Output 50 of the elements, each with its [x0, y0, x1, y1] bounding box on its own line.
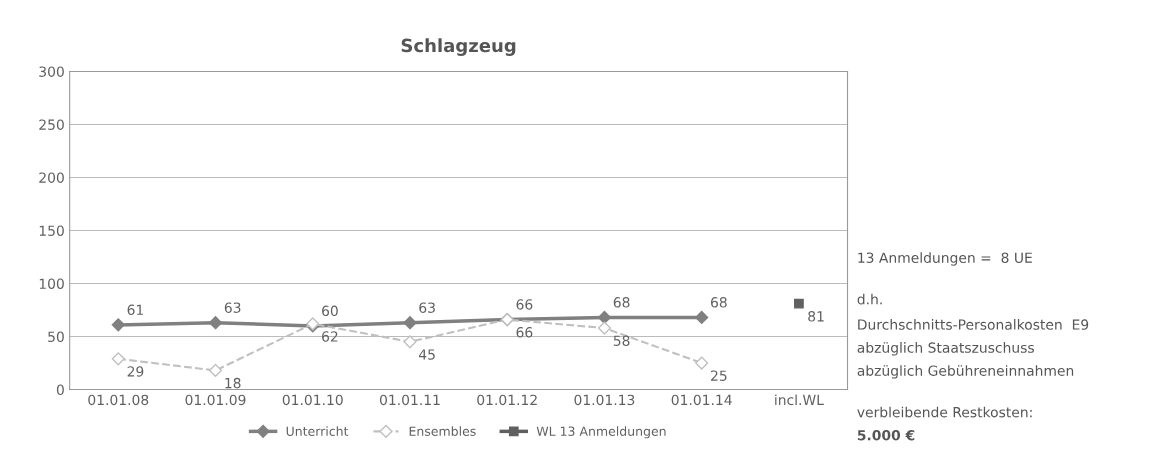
data-label: 63	[224, 302, 241, 313]
data-label: 60	[322, 305, 338, 317]
y-tick-label: 300	[39, 66, 64, 77]
data-label: 61	[127, 304, 143, 316]
data-label: 18	[225, 377, 241, 389]
point	[597, 321, 612, 335]
y-tick-label: 50	[48, 331, 64, 342]
point	[695, 356, 709, 370]
legend-label: WL 13 Anmeldungen	[536, 426, 666, 439]
point	[111, 318, 125, 332]
data-label: 58	[613, 335, 630, 346]
data-label: 45	[418, 349, 435, 360]
x-tick-label: incl.WL	[775, 394, 824, 406]
x-tick-label: 01.01.13	[574, 394, 635, 406]
text: 13 Anmeldungen = 8 UE	[858, 252, 1032, 266]
y-tick-label: 150	[39, 225, 64, 236]
point	[403, 316, 417, 330]
data-label: 62	[322, 331, 338, 342]
data-label: 66	[516, 299, 533, 310]
data-label: 68	[613, 297, 630, 308]
point	[208, 316, 223, 330]
data-label: 66	[516, 326, 533, 338]
y-tick-label: 250	[39, 119, 64, 130]
text: abzüglich Staatszuschuss	[857, 342, 1034, 356]
text: abzüglich Gebühreneinnahmen	[857, 365, 1074, 379]
x-tick-label: 01.01.10	[282, 394, 343, 406]
text: d.h.	[857, 293, 882, 305]
text: 5.000 €	[857, 429, 915, 441]
x-tick-label: 01.01.09	[185, 394, 246, 406]
legend-label: Ensembles	[409, 426, 476, 436]
data-label: 63	[419, 302, 435, 313]
point	[111, 352, 125, 366]
y-tick-label: 0	[56, 384, 64, 396]
x-tick-label: 01.01.14	[671, 394, 732, 406]
point	[208, 363, 223, 378]
x-tick-label: 01.01.11	[379, 394, 440, 406]
text: verbleibende Restkosten:	[857, 406, 1032, 418]
data-label: 81	[808, 311, 824, 322]
point	[403, 335, 417, 349]
y-tick-label: 100	[39, 278, 64, 289]
data-label: 29	[127, 366, 144, 377]
point	[695, 310, 709, 325]
data-label: 25	[711, 370, 727, 381]
legend-label: Unterricht	[286, 426, 349, 436]
y-tick-label: 200	[39, 172, 64, 183]
x-tick-label: 01.01.12	[477, 394, 537, 406]
x-tick-label: 01.01.08	[88, 394, 149, 406]
text: Durchschnitts-Personalkosten E9	[858, 319, 1089, 330]
chart-title: Schlagzeug	[401, 38, 516, 56]
data-label: 68	[710, 297, 727, 308]
